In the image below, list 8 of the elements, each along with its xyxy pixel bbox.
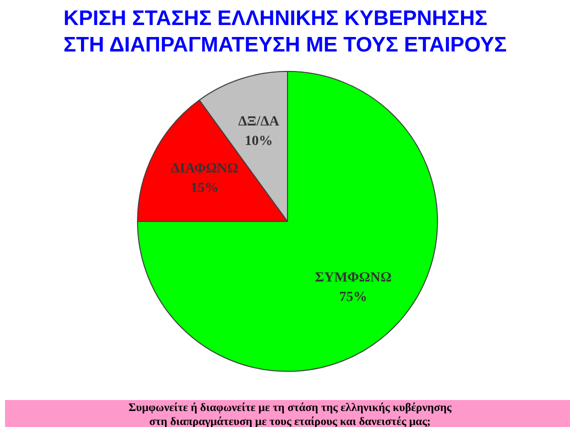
data-label: 10% xyxy=(244,134,273,150)
slice-label: ΔΞ/ΔΑ xyxy=(238,114,280,130)
data-label: 15% xyxy=(190,180,219,196)
text: Συμφωνείτε ή διαφωνείτε με τη στάση της ελληνικής κυβέρνησης στη διαπραγμάτευση με τους εταίρους και δανειστές μας; xyxy=(128,402,452,427)
data-label: 75% xyxy=(339,290,368,306)
slice-label: ΔΙΑΦΩΝΩ xyxy=(170,161,238,176)
chart-title: ΚΡΙΣΗ ΣΤΑΣΗΣ ΕΛΛΗΝΙΚΗΣ ΚΥΒΕΡΝΗΣΗΣ ΣΤΗ ΔΙΑΠΡΑΓΜΑΤΕΥΣΗ ΜΕ ΤΟΥΣ ΕΤΑΙΡΟΥΣ xyxy=(64,7,507,56)
slice-label: ΣΥΜΦΩΝΩ xyxy=(314,270,392,286)
